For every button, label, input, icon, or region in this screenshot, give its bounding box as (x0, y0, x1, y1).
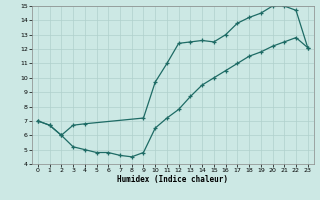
X-axis label: Humidex (Indice chaleur): Humidex (Indice chaleur) (117, 175, 228, 184)
